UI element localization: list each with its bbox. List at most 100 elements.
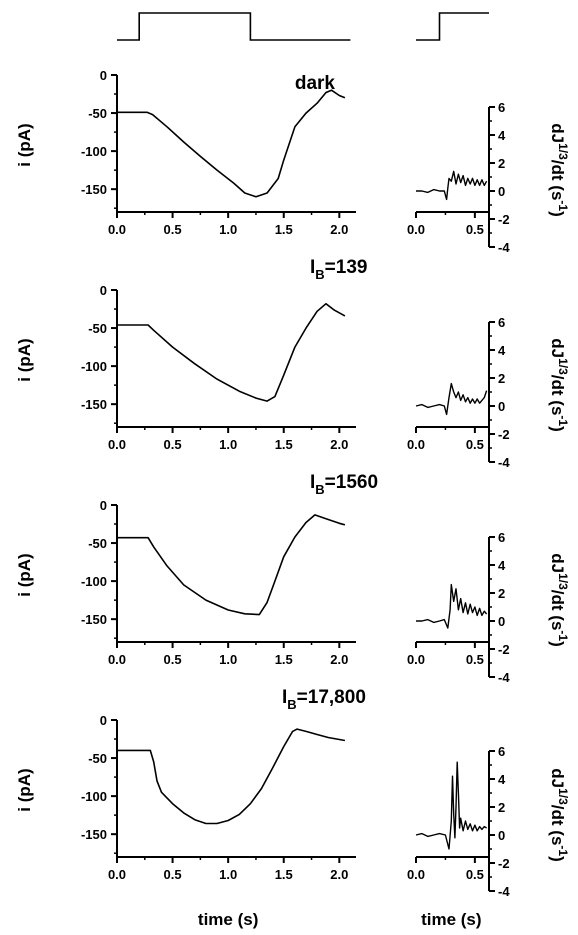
left-x-tick-label: 0.5 xyxy=(164,867,182,882)
right-y-title-exponent: -1 xyxy=(556,415,570,426)
right-y-title-part: dJ xyxy=(548,768,567,788)
right-y-tick-label: 6 xyxy=(498,530,505,545)
panel-label: IB=1560 xyxy=(310,472,378,497)
right-y-tick-label: 6 xyxy=(498,100,505,115)
left-x-tick-label: 0.0 xyxy=(108,222,126,237)
stimulus-traces xyxy=(117,12,489,41)
left-y-tick-label: 0 xyxy=(100,68,107,83)
left-x-tick-label: 0.0 xyxy=(108,652,126,667)
right-y-tick-label: 4 xyxy=(498,558,506,573)
panel-label-base: I xyxy=(310,472,315,493)
right-y-tick-label: -4 xyxy=(498,455,510,470)
left-y-tick-label: -50 xyxy=(88,536,107,551)
right-x-tick-label: 0.5 xyxy=(466,437,484,452)
right-y-title-exponent: 1/3 xyxy=(556,573,570,590)
right-y-title-part: ) xyxy=(548,426,567,432)
left-y-tick-label: -150 xyxy=(81,397,107,412)
derivative-trace xyxy=(415,761,487,850)
left-y-tick-label: -150 xyxy=(81,182,107,197)
left-y-tick-label: -100 xyxy=(81,574,107,589)
right-y-tick-label: 4 xyxy=(498,128,506,143)
panel-label-value: =1560 xyxy=(325,472,378,493)
left-x-tick-label: 0.0 xyxy=(108,437,126,452)
left-y-tick-label: -50 xyxy=(88,321,107,336)
left-y-tick-label: -100 xyxy=(81,789,107,804)
left-x-tick-label: 1.0 xyxy=(219,437,237,452)
left-x-tick-label: 2.0 xyxy=(330,867,348,882)
left-y-axis-title: i (pA) xyxy=(15,553,34,596)
panel-1: 0 -50 -100 -150 0.0 0.5 1.0 1.5 2.0 i (pA) 6 4 2 0 -2 -… xyxy=(15,68,570,255)
right-x-tick-label: 0.0 xyxy=(407,867,425,882)
left-y-axis-title: i (pA) xyxy=(15,123,34,166)
current-trace xyxy=(117,89,346,198)
right-y-title-exponent: 1/3 xyxy=(556,788,570,805)
right-x-tick-label: 0.0 xyxy=(407,437,425,452)
right-y-tick-label: -2 xyxy=(498,212,510,227)
right-y-tick-label: -2 xyxy=(498,427,510,442)
right-y-title-part: dJ xyxy=(548,553,567,573)
right-y-tick-label: -2 xyxy=(498,856,510,871)
panel-label-base: I xyxy=(282,687,287,708)
left-x-tick-label: 1.5 xyxy=(275,867,293,882)
panel-label: dark xyxy=(295,73,336,94)
left-y-tick-label: -100 xyxy=(81,144,107,159)
right-y-title-exponent: 1/3 xyxy=(556,143,570,160)
right-y-title-exponent: 1/3 xyxy=(556,358,570,375)
right-y-tick-label: 4 xyxy=(498,772,506,787)
right-y-tick-label: -2 xyxy=(498,642,510,657)
left-x-tick-label: 1.5 xyxy=(275,437,293,452)
right-y-title-exponent: -1 xyxy=(556,200,570,211)
left-x-tick-label: 1.0 xyxy=(219,222,237,237)
left-y-tick-label: -50 xyxy=(88,106,107,121)
right-y-tick-label: -4 xyxy=(498,240,510,255)
right-y-axis-title: dJ1/3/dt (s-1) xyxy=(548,553,570,646)
panel-label: IB=17,800 xyxy=(282,687,366,712)
stimulus-left xyxy=(117,12,351,41)
left-x-tick-label: 2.0 xyxy=(330,222,348,237)
left-x-tick-label: 2.0 xyxy=(330,437,348,452)
left-y-tick-label: 0 xyxy=(100,498,107,513)
left-y-tick-label: 0 xyxy=(100,283,107,298)
left-x-tick-label: 1.0 xyxy=(219,652,237,667)
derivative-trace xyxy=(416,583,488,629)
panel-label-subscript: B xyxy=(287,697,296,712)
panel-label: IB=139 xyxy=(310,257,367,282)
right-y-tick-label: 6 xyxy=(498,744,505,759)
panel-label-subscript: B xyxy=(315,482,324,497)
panel-label-value: =17,800 xyxy=(297,687,366,708)
panel-4: 0 -50 -100 -150 0.0 0.5 1.0 1.5 2.0 i (pA) 6 4 2 0 -2 -… xyxy=(15,687,570,899)
right-y-axis-title: dJ1/3/dt (s-1) xyxy=(548,768,570,861)
right-y-title-part: /dt (s xyxy=(548,590,567,631)
right-y-title-exponent: -1 xyxy=(556,630,570,641)
panel-2: 0 -50 -100 -150 0.0 0.5 1.0 1.5 2.0 i (pA) 6 4 2 0 -2 -… xyxy=(15,257,570,470)
current-trace xyxy=(117,514,346,616)
right-y-title-part: dJ xyxy=(548,338,567,358)
right-y-title-part: ) xyxy=(548,856,567,862)
left-y-tick-label: -50 xyxy=(88,751,107,766)
right-y-tick-label: 2 xyxy=(498,371,505,386)
left-x-tick-label: 0.5 xyxy=(164,652,182,667)
left-y-tick-label: -150 xyxy=(81,827,107,842)
right-y-title-part: ) xyxy=(548,211,567,217)
current-trace xyxy=(117,728,346,825)
right-y-tick-label: 2 xyxy=(498,156,505,171)
right-y-title-part: /dt (s xyxy=(548,375,567,416)
derivative-trace xyxy=(416,170,488,201)
right-y-tick-label: 2 xyxy=(498,800,505,815)
left-y-axis-title: i (pA) xyxy=(15,338,34,381)
left-x-tick-label: 1.5 xyxy=(275,652,293,667)
right-y-tick-label: -4 xyxy=(498,670,510,685)
current-trace xyxy=(117,302,346,402)
right-y-title-part: dJ xyxy=(548,123,567,143)
panel-label-value: =139 xyxy=(325,257,368,278)
panel-label-base: I xyxy=(310,257,315,278)
right-x-tick-label: 0.0 xyxy=(407,652,425,667)
right-y-tick-label: 0 xyxy=(498,614,505,629)
right-x-tick-label: 0.5 xyxy=(466,652,484,667)
left-y-tick-label: -100 xyxy=(81,359,107,374)
right-y-title-part: /dt (s xyxy=(548,160,567,201)
left-x-tick-label: 0.5 xyxy=(164,222,182,237)
right-y-tick-label: 6 xyxy=(498,315,505,330)
